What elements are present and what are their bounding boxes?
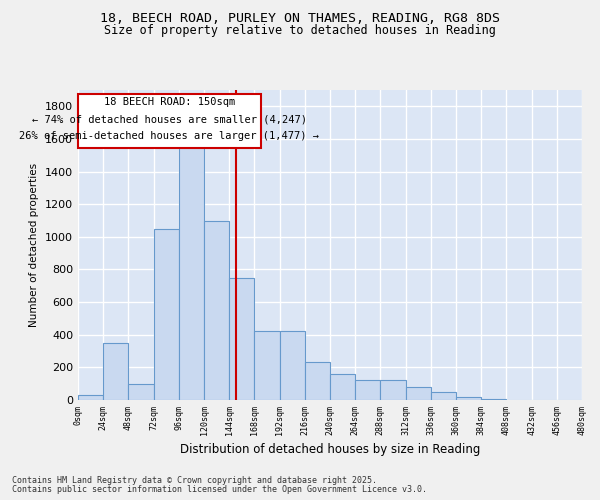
Bar xyxy=(431,392,456,400)
FancyBboxPatch shape xyxy=(78,94,260,148)
Text: ← 74% of detached houses are smaller (4,247): ← 74% of detached houses are smaller (4,… xyxy=(32,114,307,124)
Bar xyxy=(305,362,330,400)
Bar xyxy=(103,343,128,400)
Bar xyxy=(481,399,506,400)
Bar xyxy=(254,332,280,400)
Bar xyxy=(154,228,179,400)
Text: 18, BEECH ROAD, PURLEY ON THAMES, READING, RG8 8DS: 18, BEECH ROAD, PURLEY ON THAMES, READIN… xyxy=(100,12,500,26)
Bar xyxy=(128,384,154,400)
Bar xyxy=(280,332,305,400)
Bar xyxy=(456,396,481,400)
Text: Size of property relative to detached houses in Reading: Size of property relative to detached ho… xyxy=(104,24,496,37)
Bar xyxy=(355,380,380,400)
Bar xyxy=(330,374,355,400)
X-axis label: Distribution of detached houses by size in Reading: Distribution of detached houses by size … xyxy=(180,443,480,456)
Bar xyxy=(78,395,103,400)
Bar xyxy=(204,220,229,400)
Text: Contains HM Land Registry data © Crown copyright and database right 2025.: Contains HM Land Registry data © Crown c… xyxy=(12,476,377,485)
Text: 26% of semi-detached houses are larger (1,477) →: 26% of semi-detached houses are larger (… xyxy=(19,131,319,141)
Bar xyxy=(179,139,204,400)
Bar xyxy=(380,380,406,400)
Bar xyxy=(229,278,254,400)
Text: Contains public sector information licensed under the Open Government Licence v3: Contains public sector information licen… xyxy=(12,485,427,494)
Y-axis label: Number of detached properties: Number of detached properties xyxy=(29,163,40,327)
Text: 18 BEECH ROAD: 150sqm: 18 BEECH ROAD: 150sqm xyxy=(104,98,235,108)
Bar xyxy=(406,387,431,400)
